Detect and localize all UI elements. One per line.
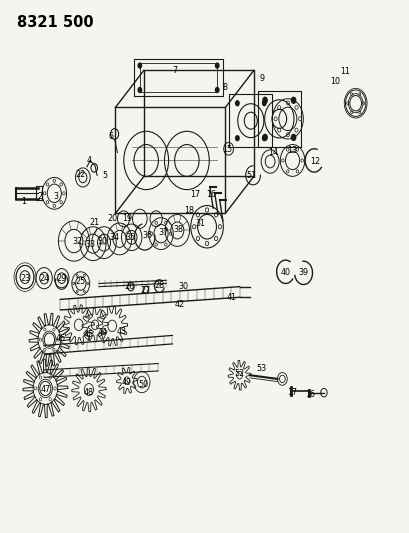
Text: 40: 40 (280, 268, 290, 277)
Circle shape (137, 87, 142, 93)
Text: 30: 30 (97, 237, 107, 246)
Circle shape (214, 87, 219, 93)
Text: 41: 41 (226, 293, 236, 302)
Circle shape (290, 134, 296, 141)
Circle shape (214, 62, 219, 69)
Circle shape (262, 96, 267, 104)
Text: 52: 52 (234, 369, 244, 378)
Text: 39: 39 (298, 268, 308, 277)
Text: 25: 25 (76, 277, 86, 286)
Text: 22: 22 (76, 170, 86, 179)
Text: 5: 5 (102, 171, 108, 180)
Circle shape (261, 100, 266, 107)
Text: 49: 49 (121, 377, 132, 386)
Text: 29: 29 (56, 273, 67, 282)
Text: 11: 11 (339, 67, 350, 76)
Circle shape (234, 100, 239, 107)
Text: 6: 6 (108, 132, 114, 141)
Text: 19: 19 (121, 214, 132, 223)
Text: 23: 23 (20, 273, 30, 282)
Text: 18: 18 (183, 206, 193, 215)
Text: 48: 48 (84, 388, 94, 397)
Text: 31: 31 (195, 219, 204, 228)
Text: 53: 53 (256, 364, 265, 373)
Text: 28: 28 (154, 280, 164, 289)
Circle shape (137, 62, 142, 69)
Text: 4: 4 (86, 156, 91, 165)
Text: 47: 47 (40, 385, 50, 394)
Text: 45: 45 (84, 330, 94, 339)
Text: 50: 50 (138, 379, 148, 389)
Text: 33: 33 (85, 240, 95, 249)
Text: 30: 30 (178, 282, 189, 291)
Text: 1: 1 (21, 197, 26, 206)
Text: 32: 32 (73, 237, 83, 246)
Text: 27: 27 (140, 286, 151, 295)
Circle shape (261, 135, 266, 141)
Text: 44: 44 (97, 328, 107, 337)
Text: 7: 7 (171, 66, 177, 75)
Text: 10: 10 (330, 77, 339, 86)
Text: 2: 2 (37, 192, 43, 201)
Text: 24: 24 (39, 273, 49, 282)
Text: 26: 26 (124, 282, 135, 291)
Text: 12: 12 (309, 157, 319, 166)
Text: 14: 14 (268, 148, 278, 157)
Text: 20: 20 (107, 214, 117, 223)
Text: 37: 37 (158, 228, 168, 237)
Text: 34: 34 (109, 233, 119, 242)
Text: 42: 42 (174, 300, 184, 309)
Text: 46: 46 (55, 334, 65, 343)
Text: 51: 51 (246, 171, 256, 180)
Text: 8: 8 (222, 83, 227, 92)
Text: 9: 9 (259, 74, 264, 83)
Text: 43: 43 (116, 327, 126, 336)
Circle shape (290, 96, 296, 104)
Text: 21: 21 (89, 218, 99, 227)
Text: 35: 35 (126, 233, 136, 242)
Circle shape (262, 134, 267, 141)
Text: 13: 13 (287, 147, 297, 156)
Text: 38: 38 (173, 225, 183, 234)
Text: 3: 3 (54, 192, 59, 201)
Text: 15: 15 (222, 146, 232, 155)
Text: 36: 36 (142, 231, 152, 240)
Text: 8321 500: 8321 500 (17, 14, 93, 30)
Text: 16: 16 (206, 190, 216, 199)
Text: 17: 17 (190, 190, 200, 199)
Text: 17: 17 (287, 388, 297, 397)
Circle shape (234, 135, 239, 141)
Text: 16: 16 (304, 390, 314, 399)
